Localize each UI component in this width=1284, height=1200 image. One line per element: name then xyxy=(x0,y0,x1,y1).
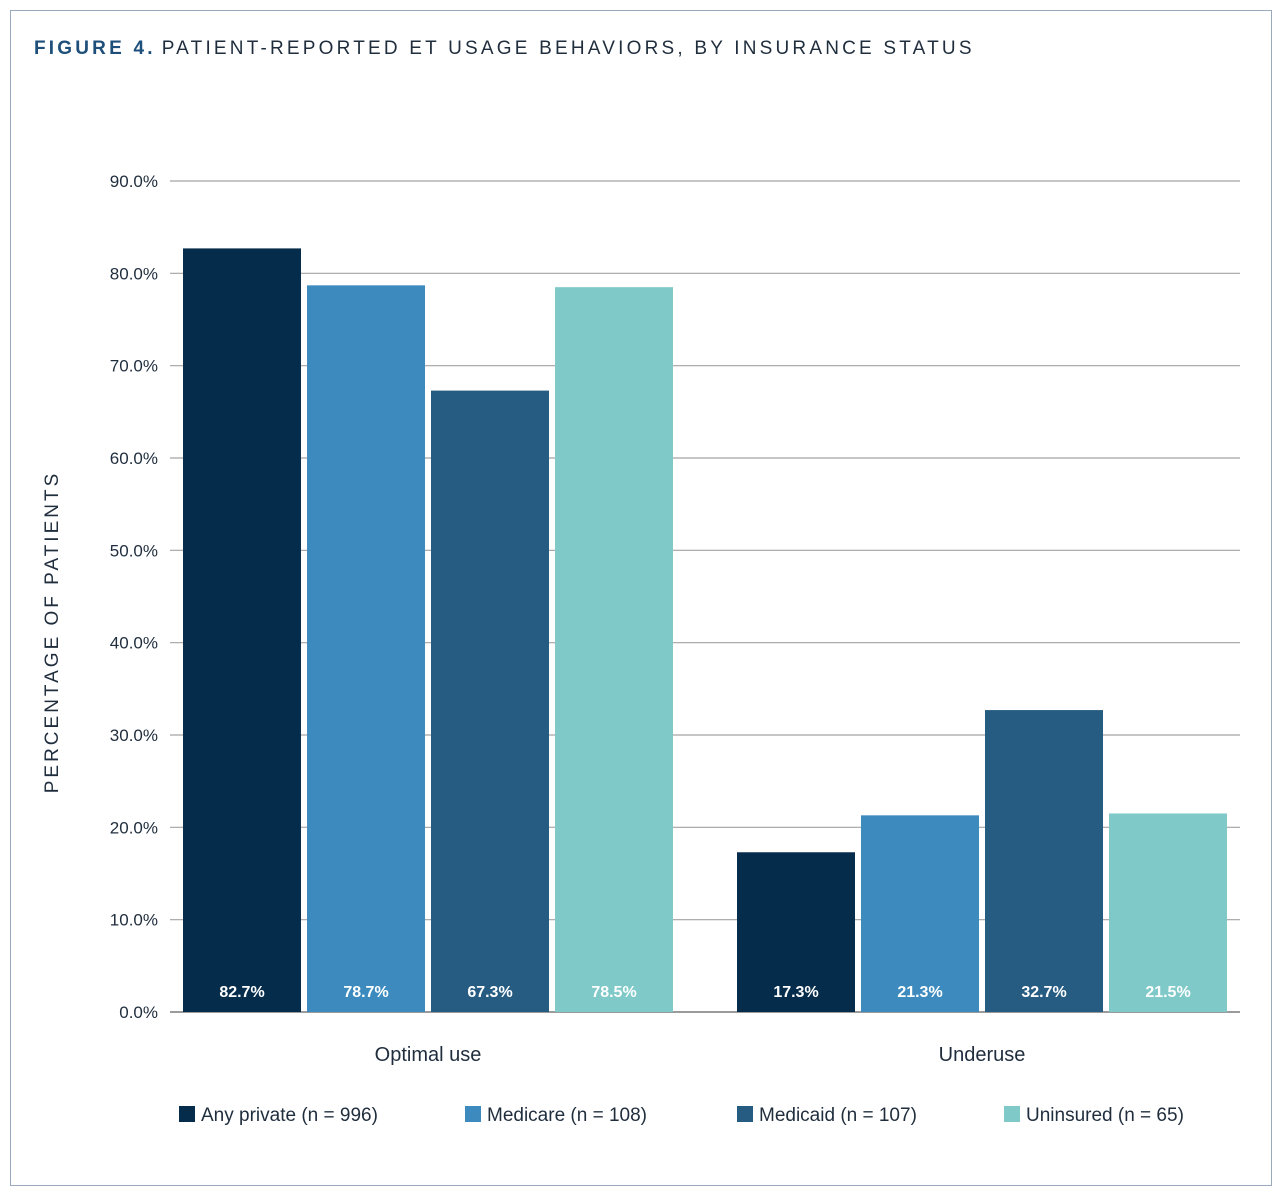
bar-medicaid-0 xyxy=(431,390,549,1012)
bar-medicaid-1 xyxy=(985,710,1103,1012)
legend-label-uninsured: Uninsured (n = 65) xyxy=(1026,1105,1184,1126)
legend: Any private (n = 996) Medicare (n = 108) M… xyxy=(179,1105,1184,1126)
legend-swatch-medicaid xyxy=(737,1106,753,1122)
bar-value-label: 32.7% xyxy=(1021,984,1066,1001)
legend-swatch-uninsured xyxy=(1004,1106,1020,1122)
bar-medicare-0 xyxy=(307,285,425,1012)
x-category-labels: Optimal use Underuse xyxy=(375,1044,1026,1066)
bars xyxy=(183,248,1227,1013)
y-tick-labels: 0.0% 10.0% 20.0% 30.0% 40.0% 50.0% 60.0% 70.0% 8… xyxy=(110,172,158,1022)
y-tick-label: 0.0% xyxy=(119,1003,158,1022)
legend-swatch-medicare xyxy=(465,1106,481,1122)
x-category-label: Underuse xyxy=(939,1044,1026,1066)
bar-value-labels: 82.7% 78.7% 67.3% 78.5% 17.3% 21.3% 32.7% 21.5% xyxy=(219,984,1190,1001)
bar-value-label: 21.3% xyxy=(897,984,942,1001)
bar-value-label: 67.3% xyxy=(467,984,512,1001)
bar-value-label: 82.7% xyxy=(219,984,264,1001)
y-tick-label: 60.0% xyxy=(110,449,158,468)
figure-label: FIGURE 4. xyxy=(34,38,156,59)
y-tick-label: 40.0% xyxy=(110,634,158,653)
bar-value-label: 78.5% xyxy=(591,984,636,1001)
y-tick-label: 90.0% xyxy=(110,172,158,191)
bar-value-label: 78.7% xyxy=(343,984,388,1001)
bar-medicare-1 xyxy=(861,815,979,1012)
legend-label-any_private: Any private (n = 996) xyxy=(201,1105,378,1126)
figure-frame xyxy=(10,10,1272,1186)
bar-value-label: 17.3% xyxy=(773,984,818,1001)
legend-swatch-any_private xyxy=(179,1106,195,1122)
bar-uninsured-0 xyxy=(555,287,673,1012)
y-axis-label: PERCENTAGE OF PATIENTS xyxy=(42,471,63,794)
figure-title: FIGURE 4. PATIENT-REPORTED ET USAGE BEHAV… xyxy=(34,38,975,60)
y-tick-label: 80.0% xyxy=(110,264,158,283)
legend-label-medicaid: Medicaid (n = 107) xyxy=(759,1105,917,1126)
y-tick-label: 10.0% xyxy=(110,911,158,930)
bar-uninsured-1 xyxy=(1109,813,1227,1012)
y-tick-label: 30.0% xyxy=(110,726,158,745)
figure-title-text: PATIENT-REPORTED ET USAGE BEHAVIORS, BY … xyxy=(161,38,975,59)
bar-any_private-1 xyxy=(737,852,855,1012)
y-tick-label: 50.0% xyxy=(110,541,158,560)
legend-label-medicare: Medicare (n = 108) xyxy=(487,1105,647,1126)
y-tick-label: 70.0% xyxy=(110,357,158,376)
bar-value-label: 21.5% xyxy=(1145,984,1190,1001)
x-category-label: Optimal use xyxy=(375,1044,482,1066)
y-tick-label: 20.0% xyxy=(110,818,158,837)
bar-any_private-0 xyxy=(183,248,301,1013)
